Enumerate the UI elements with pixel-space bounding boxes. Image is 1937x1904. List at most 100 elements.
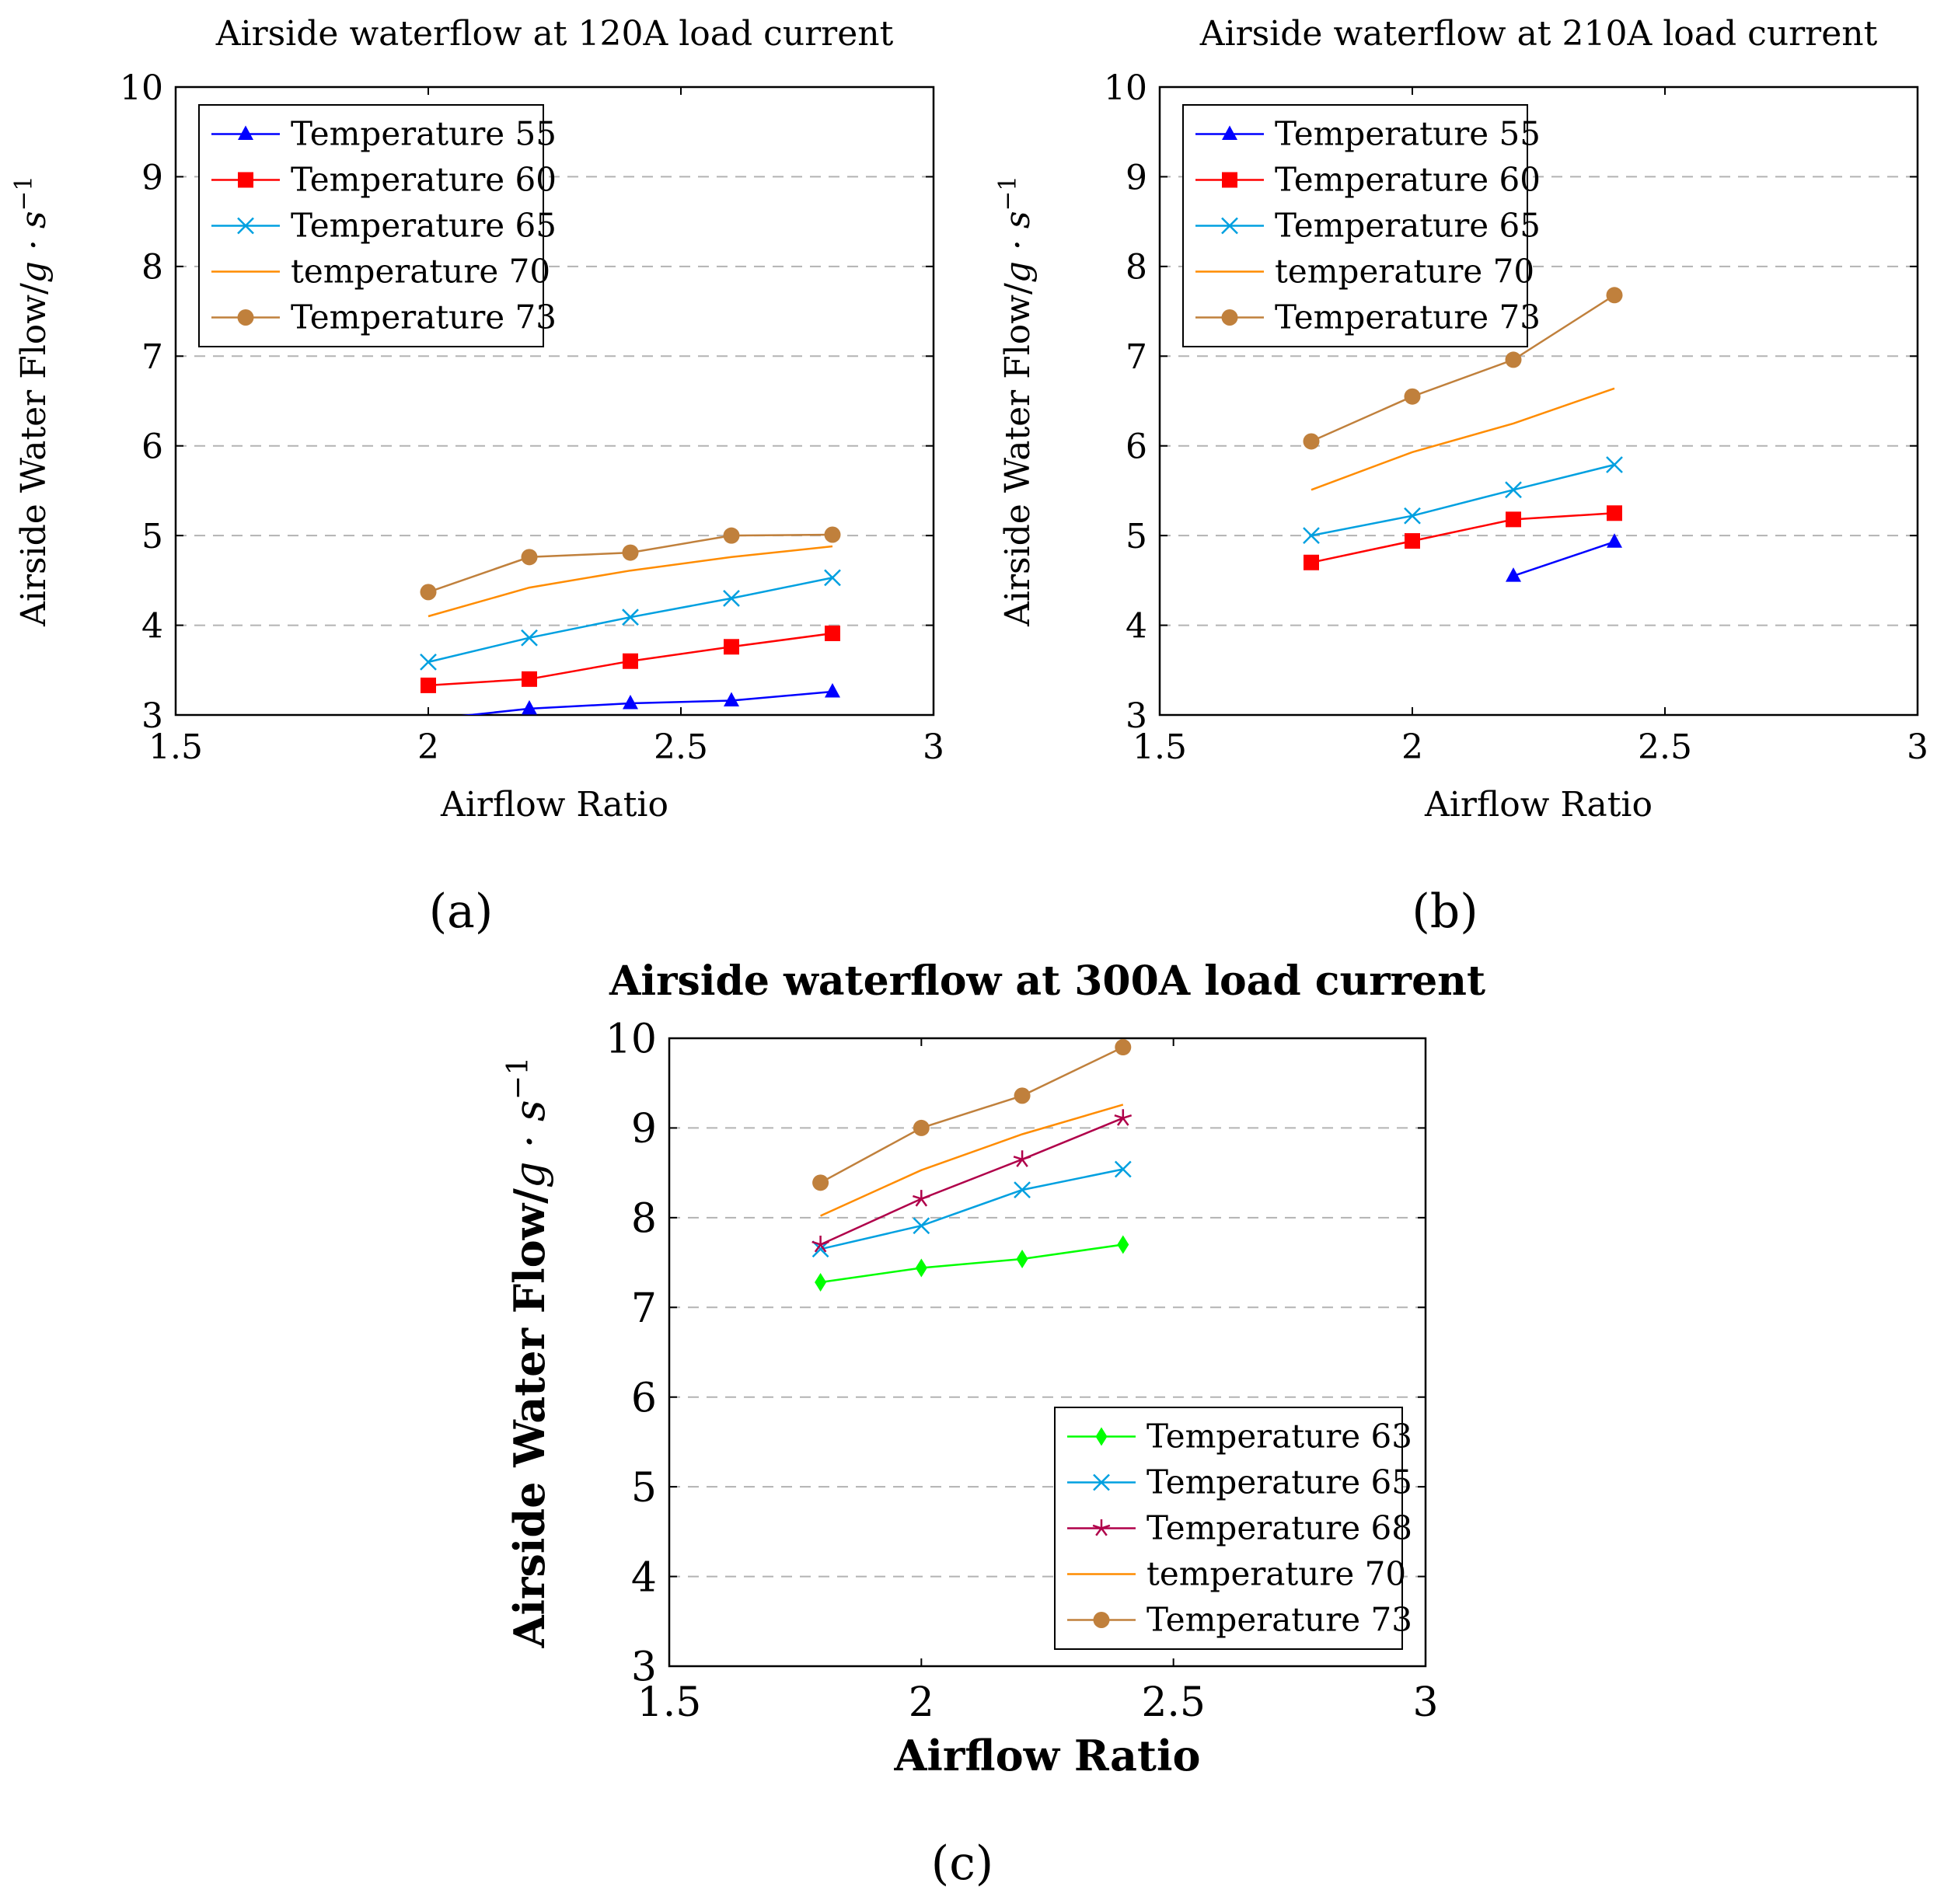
legend-marker xyxy=(1095,1427,1108,1446)
data-point xyxy=(825,682,840,698)
chart-b: 1.5 2 2.5 3 3 4 5 6 7 8 9 10 Airside waterflow at 21… xyxy=(993,14,1928,825)
y-axis-label-text: Airside Water Flow/ xyxy=(504,1188,554,1649)
legend-label: Temperature 73 xyxy=(1146,1601,1412,1639)
y-tick-label: 9 xyxy=(141,158,163,197)
plot-frame xyxy=(174,85,935,717)
data-point xyxy=(812,1174,829,1191)
y-axis-label-exponent: −1 xyxy=(993,176,1021,211)
y-tick-label: 10 xyxy=(1104,68,1147,108)
data-point xyxy=(522,699,537,715)
x-tick-label: 3 xyxy=(1907,727,1928,767)
x-axis-label: Airflow Ratio xyxy=(893,1731,1200,1780)
data-point xyxy=(1607,533,1622,548)
data-point xyxy=(1405,533,1420,549)
data-point xyxy=(824,526,841,543)
panel-label-b: (b) xyxy=(1412,884,1478,939)
series-line xyxy=(428,545,833,618)
data-point xyxy=(622,609,639,626)
data-point xyxy=(1606,456,1623,473)
legend-label: temperature 70 xyxy=(1146,1555,1406,1593)
legend-label: temperature 70 xyxy=(291,253,550,291)
x-tick-label: 2.5 xyxy=(1638,727,1692,767)
series-line xyxy=(1311,463,1615,537)
data-point xyxy=(913,1119,930,1136)
y-tick-label: 6 xyxy=(1126,427,1147,467)
data-point xyxy=(522,671,537,687)
series-line xyxy=(1311,512,1615,564)
y-tick-label: 4 xyxy=(631,1554,657,1601)
y-tick-label: 3 xyxy=(141,696,163,736)
legend-label: Temperature 73 xyxy=(1275,298,1541,337)
x-tick-label: 1.5 xyxy=(637,1679,702,1726)
x-tick-label: 2.5 xyxy=(1141,1679,1206,1726)
data-point xyxy=(420,584,437,601)
data-point xyxy=(1016,1249,1028,1268)
series-line xyxy=(1513,541,1615,577)
y-tick-label: 6 xyxy=(141,427,163,467)
series-line xyxy=(820,1168,1124,1250)
y-tick-label: 9 xyxy=(631,1106,657,1153)
y-tick-label: 8 xyxy=(631,1196,657,1243)
y-axis-label-exponent: −1 xyxy=(9,176,37,211)
legend-label: temperature 70 xyxy=(1275,253,1534,291)
data-point xyxy=(1115,1039,1132,1056)
legend-label: Temperature 65 xyxy=(1146,1463,1412,1501)
data-point xyxy=(1304,554,1319,570)
data-point xyxy=(724,692,739,707)
data-point xyxy=(824,569,841,587)
series-line xyxy=(820,1117,1124,1246)
y-tick-label: 7 xyxy=(141,337,163,377)
legend-marker xyxy=(1222,125,1237,140)
data-point xyxy=(1117,1235,1129,1254)
y-axis-label-unit: g · s xyxy=(998,211,1038,284)
y-axis-label: Airside Water Flow/g · s−1 xyxy=(500,1057,554,1649)
legend-label: Temperature 60 xyxy=(1275,161,1541,199)
data-point xyxy=(1404,388,1421,405)
y-tick-label: 5 xyxy=(631,1465,657,1512)
series-line xyxy=(820,1243,1123,1284)
y-tick-label: 8 xyxy=(1126,248,1147,288)
data-point xyxy=(915,1258,927,1278)
data-point xyxy=(1303,527,1320,545)
y-tick-label: 8 xyxy=(141,248,163,288)
data-point xyxy=(1114,1160,1132,1178)
x-tick-label: 2.5 xyxy=(654,727,708,767)
chart-c: 1.5 2 2.5 3 3 4 5 6 7 8 9 10 Airside waterflow at 30… xyxy=(500,957,1485,1780)
x-tick-label: 1.5 xyxy=(148,727,203,767)
data-point xyxy=(825,625,840,641)
data-point xyxy=(1114,1109,1133,1126)
legend-label: Temperature 65 xyxy=(291,207,557,245)
data-point xyxy=(521,629,538,647)
data-point xyxy=(1013,1150,1031,1167)
x-tick-label: 2 xyxy=(417,727,439,767)
data-point xyxy=(1506,567,1521,582)
legend-label: Temperature 68 xyxy=(1146,1509,1412,1547)
data-point xyxy=(623,653,638,669)
y-tick-label: 7 xyxy=(631,1285,657,1332)
x-tick-label: 3 xyxy=(923,727,944,767)
chart-title: Airside waterflow at 120A load current xyxy=(215,14,894,54)
data-point xyxy=(913,1217,930,1235)
data-point xyxy=(521,549,538,566)
data-point xyxy=(1506,511,1521,528)
y-axis-label-unit: g · s xyxy=(505,1100,554,1188)
y-tick-label: 7 xyxy=(1126,337,1147,377)
legend-marker xyxy=(1093,1473,1110,1491)
data-point xyxy=(421,677,436,693)
legend-marker xyxy=(1092,1519,1111,1536)
y-tick-label: 3 xyxy=(631,1644,657,1691)
series-line xyxy=(1311,387,1615,491)
series-line xyxy=(428,533,833,594)
y-tick-label: 5 xyxy=(141,517,163,556)
y-tick-label: 3 xyxy=(1126,696,1147,736)
y-tick-label: 9 xyxy=(1126,158,1147,197)
x-tick-label: 1.5 xyxy=(1133,727,1187,767)
data-point xyxy=(1606,287,1623,304)
y-tick-label: 10 xyxy=(120,68,163,108)
data-point xyxy=(723,527,740,544)
x-tick-label: 2 xyxy=(1401,727,1423,767)
x-axis-label: Airflow Ratio xyxy=(440,785,668,825)
y-axis-label-unit: g · s xyxy=(14,211,54,284)
legend-label: Temperature 55 xyxy=(291,115,557,153)
